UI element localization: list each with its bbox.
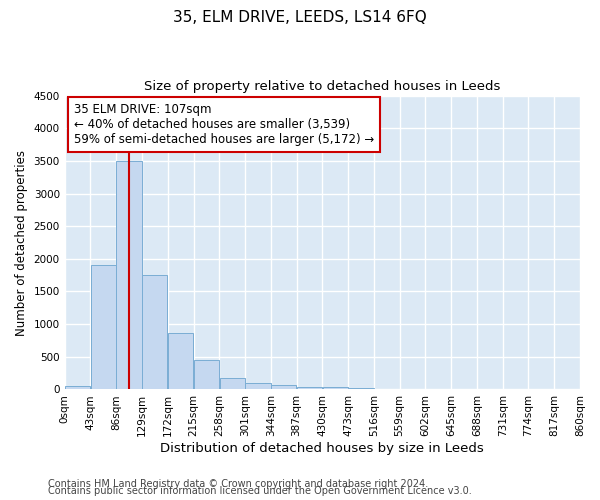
Bar bbox=[65, 386, 90, 390]
Bar bbox=[168, 334, 193, 390]
Text: 35, ELM DRIVE, LEEDS, LS14 6FQ: 35, ELM DRIVE, LEEDS, LS14 6FQ bbox=[173, 10, 427, 25]
Bar bbox=[349, 388, 374, 390]
Bar bbox=[142, 274, 167, 390]
Bar bbox=[297, 387, 322, 390]
Bar bbox=[245, 383, 271, 390]
Text: 35 ELM DRIVE: 107sqm
← 40% of detached houses are smaller (3,539)
59% of semi-de: 35 ELM DRIVE: 107sqm ← 40% of detached h… bbox=[74, 104, 374, 146]
Y-axis label: Number of detached properties: Number of detached properties bbox=[15, 150, 28, 336]
Title: Size of property relative to detached houses in Leeds: Size of property relative to detached ho… bbox=[144, 80, 500, 93]
Bar bbox=[116, 161, 142, 390]
Bar bbox=[323, 387, 348, 390]
Bar bbox=[271, 385, 296, 390]
Bar bbox=[220, 378, 245, 390]
X-axis label: Distribution of detached houses by size in Leeds: Distribution of detached houses by size … bbox=[160, 442, 484, 455]
Bar bbox=[91, 266, 116, 390]
Bar bbox=[194, 360, 219, 390]
Bar bbox=[374, 389, 400, 390]
Text: Contains public sector information licensed under the Open Government Licence v3: Contains public sector information licen… bbox=[48, 486, 472, 496]
Text: Contains HM Land Registry data © Crown copyright and database right 2024.: Contains HM Land Registry data © Crown c… bbox=[48, 479, 428, 489]
